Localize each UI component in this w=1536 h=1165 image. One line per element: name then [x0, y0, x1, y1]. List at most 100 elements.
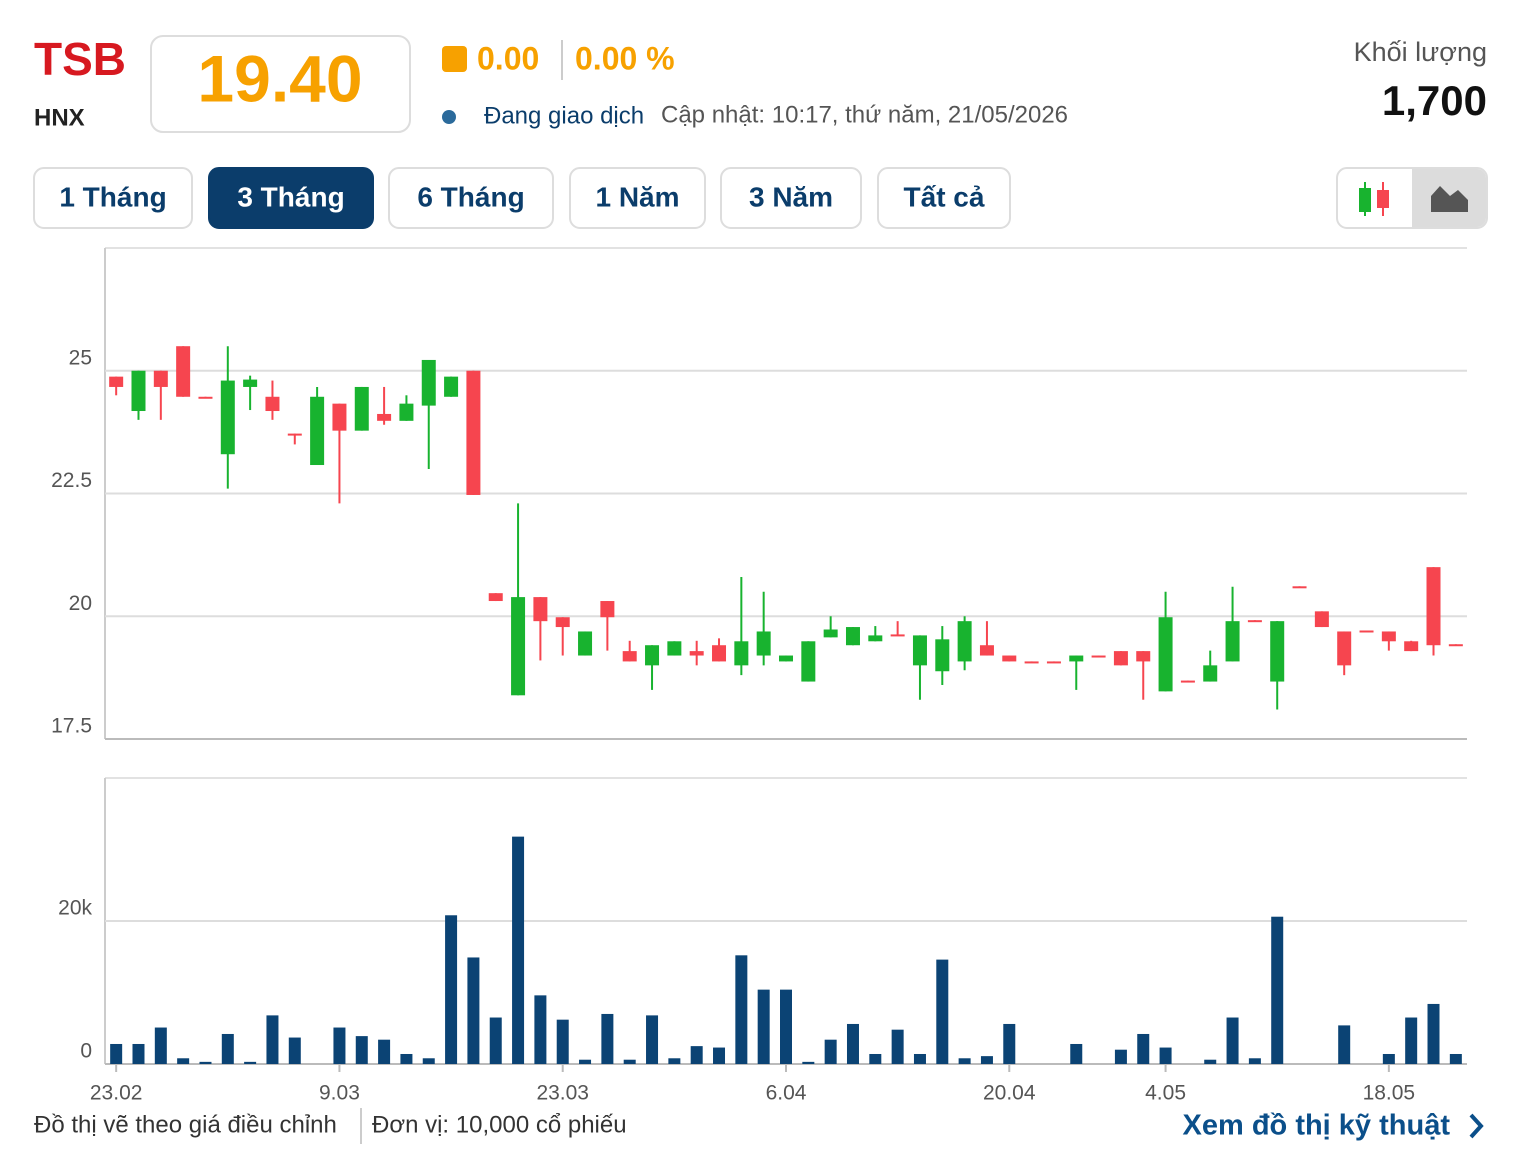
tab[interactable]: 1 Năm	[569, 167, 706, 229]
y-tick-label: 20	[69, 592, 92, 615]
candle-body	[1314, 611, 1329, 628]
volume: 1,700	[1382, 77, 1487, 124]
candle-body	[1180, 680, 1195, 683]
candle-body	[533, 597, 548, 622]
volume-bar	[1114, 1049, 1127, 1064]
candle-body	[332, 403, 347, 431]
volume-bar	[1226, 1017, 1239, 1064]
change: 0.00	[477, 40, 539, 76]
candle-body	[912, 635, 927, 666]
volume-bar	[936, 959, 949, 1064]
candle-body	[689, 651, 704, 656]
volume-bar	[579, 1059, 592, 1064]
candle-body	[198, 396, 213, 399]
candle-body	[667, 641, 682, 656]
x-tick-label: 23.03	[536, 1082, 589, 1105]
x-tick-label: 20.04	[983, 1082, 1036, 1105]
x-tick-label: 18.05	[1363, 1082, 1416, 1105]
ticker: TSB	[34, 33, 126, 85]
candle-body	[890, 634, 905, 637]
volume-bar	[735, 955, 748, 1064]
candle-body	[1024, 661, 1039, 664]
volume-bar	[244, 1061, 257, 1064]
y-tick-label: 0	[80, 1040, 92, 1063]
volume-bar	[713, 1047, 726, 1064]
volume-bar	[467, 957, 480, 1064]
candle-body	[555, 617, 570, 628]
volume-bar	[913, 1053, 926, 1064]
volume-bar	[646, 1015, 659, 1064]
tab-label: 1 Tháng	[59, 181, 166, 212]
y-tick-label: 22.5	[51, 469, 92, 492]
tab[interactable]: 1 Tháng	[33, 167, 193, 229]
volume-bar	[110, 1043, 123, 1064]
volume-bar	[869, 1053, 882, 1064]
candle-body	[1158, 617, 1173, 692]
footer-unit: Đơn vị: 10,000 cổ phiếu	[372, 1111, 627, 1138]
candle-body	[1046, 661, 1061, 664]
volume-bar	[177, 1058, 190, 1064]
volume-bar	[780, 989, 792, 1064]
volume-bar	[690, 1046, 703, 1064]
volume-bar	[1449, 1053, 1462, 1064]
candle-body	[801, 641, 816, 682]
candle-body	[220, 380, 235, 455]
candle-body	[1136, 651, 1151, 662]
candle-body	[354, 386, 369, 431]
y-tick-label: 17.5	[51, 715, 92, 738]
candle-body	[1203, 665, 1218, 682]
volume-bar	[400, 1053, 413, 1064]
tab-bg	[569, 167, 706, 229]
volume-bar	[846, 1023, 859, 1064]
tab[interactable]: 3 Tháng	[208, 167, 374, 229]
candle-body	[265, 396, 280, 412]
chart-type-toggle[interactable]	[1336, 167, 1488, 229]
candle-body	[1091, 655, 1106, 658]
volume-bar	[1070, 1043, 1083, 1064]
volume-bar	[1248, 1058, 1261, 1064]
volume-bar	[288, 1037, 301, 1064]
volume-label: Khối lượng	[1354, 37, 1487, 67]
volume-bar	[445, 915, 458, 1064]
candle-body	[310, 396, 325, 466]
candle-body	[1225, 621, 1240, 662]
candle-body	[868, 635, 883, 642]
volume-bar	[1271, 916, 1284, 1064]
volume-bar	[757, 989, 770, 1064]
candle-body	[1381, 631, 1396, 642]
tab[interactable]: 3 Năm	[720, 167, 862, 229]
tab-label: 3 Tháng	[237, 181, 344, 212]
icon	[1431, 186, 1468, 212]
tab[interactable]: Tất cả	[877, 167, 1011, 229]
candle-body	[645, 645, 660, 666]
candle-body	[1002, 655, 1017, 662]
candle-body	[578, 631, 593, 656]
y-tick-label: 25	[69, 346, 92, 369]
updated: Cập nhật: 10:17, thứ năm, 21/05/2026	[661, 101, 1068, 128]
volume-bar	[266, 1015, 279, 1064]
x-tick-label: 23.02	[90, 1082, 143, 1105]
candle-body	[600, 601, 615, 618]
candle-body	[444, 376, 459, 397]
volume-bar	[668, 1058, 681, 1064]
candle-body	[488, 593, 503, 602]
candle-body	[131, 370, 146, 412]
change-pct: 0.00 %	[575, 40, 675, 76]
link-text: Xem đồ thị kỹ thuật	[1183, 1110, 1451, 1142]
chevron	[1469, 1113, 1484, 1139]
tab-bg	[208, 167, 374, 229]
candle-body	[1359, 630, 1374, 633]
volume-bar	[802, 1061, 815, 1064]
volume-bar	[824, 1039, 837, 1064]
volume-bar	[154, 1027, 167, 1064]
volume-bar	[489, 1017, 502, 1064]
tab[interactable]: 6 Tháng	[388, 167, 554, 229]
technical-link[interactable]: Xem đồ thị kỹ thuật	[1183, 1110, 1484, 1142]
candle-body	[622, 651, 637, 662]
volume-bar	[958, 1058, 971, 1064]
volume-bar	[199, 1061, 212, 1064]
candle-body	[109, 376, 124, 387]
volume-bar	[512, 836, 525, 1064]
tab-bg	[388, 167, 554, 229]
volume-bar	[378, 1039, 391, 1064]
